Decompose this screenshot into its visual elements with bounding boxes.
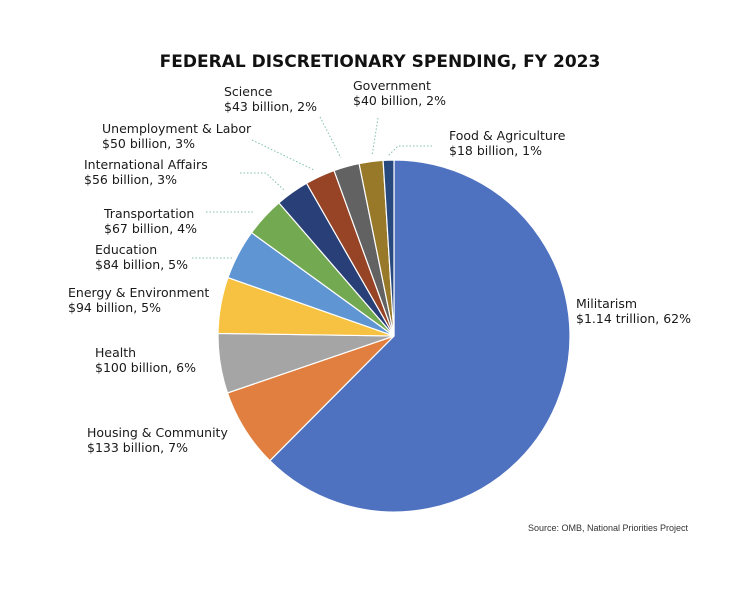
slice-label: Government $40 billion, 2% xyxy=(353,78,446,108)
slice-label: Housing & Community $133 billion, 7% xyxy=(87,425,228,455)
slice-label-name: Unemployment & Labor xyxy=(102,121,252,136)
slice-label: Transportation $67 billion, 4% xyxy=(103,206,197,236)
slice-label: Unemployment & Labor $50 billion, 3% xyxy=(102,121,252,151)
slice-label: Energy & Environment $94 billion, 5% xyxy=(68,285,209,315)
leader-line xyxy=(240,172,285,191)
slice-label-name: Transportation xyxy=(103,206,194,221)
slice-label-name: Energy & Environment xyxy=(68,285,209,300)
slice-label: International Affairs $56 billion, 3% xyxy=(84,157,208,187)
slice-label-amount: $43 billion, 2% xyxy=(224,99,317,114)
slice-label: Science $43 billion, 2% xyxy=(224,84,317,114)
leader-line xyxy=(251,139,315,171)
pie-slice-food-agriculture xyxy=(382,159,395,337)
slice-label: Militarism $1.14 trillion, 62% xyxy=(576,296,691,326)
slice-label-amount: $50 billion, 3% xyxy=(102,136,195,151)
leader-line xyxy=(387,145,432,157)
leader-line xyxy=(319,116,342,159)
slice-label-name: Education xyxy=(95,242,157,257)
slice-label-amount: $1.14 trillion, 62% xyxy=(576,311,691,326)
slice-label-amount: $84 billion, 5% xyxy=(95,257,188,272)
slice-label-amount: $40 billion, 2% xyxy=(353,93,446,108)
chart-title: FEDERAL DISCRETIONARY SPENDING, FY 2023 xyxy=(160,52,601,72)
slice-label-amount: $133 billion, 7% xyxy=(87,440,188,455)
leader-line xyxy=(371,117,379,157)
slice-label-name: Food & Agriculture xyxy=(449,128,566,143)
slice-label: Health $100 billion, 6% xyxy=(95,345,196,375)
slice-label-name: Militarism xyxy=(576,296,637,311)
slice-label-amount: $18 billion, 1% xyxy=(449,143,542,158)
chart-source: Source: OMB, National Priorities Project xyxy=(528,523,689,533)
slice-label-name: International Affairs xyxy=(84,157,208,172)
slice-label-name: Science xyxy=(224,84,273,99)
pie-slice-militarism xyxy=(268,159,571,513)
slice-label: Education $84 billion, 5% xyxy=(95,242,188,272)
slice-label-name: Government xyxy=(353,78,431,93)
slice-label-name: Housing & Community xyxy=(87,425,228,440)
slice-label-name: Health xyxy=(95,345,136,360)
slice-label-amount: $56 billion, 3% xyxy=(84,172,177,187)
slice-label-amount: $67 billion, 4% xyxy=(104,221,197,236)
slice-label-amount: $100 billion, 6% xyxy=(95,360,196,375)
slice-label-amount: $94 billion, 5% xyxy=(68,300,161,315)
slice-label: Food & Agriculture $18 billion, 1% xyxy=(449,128,566,158)
